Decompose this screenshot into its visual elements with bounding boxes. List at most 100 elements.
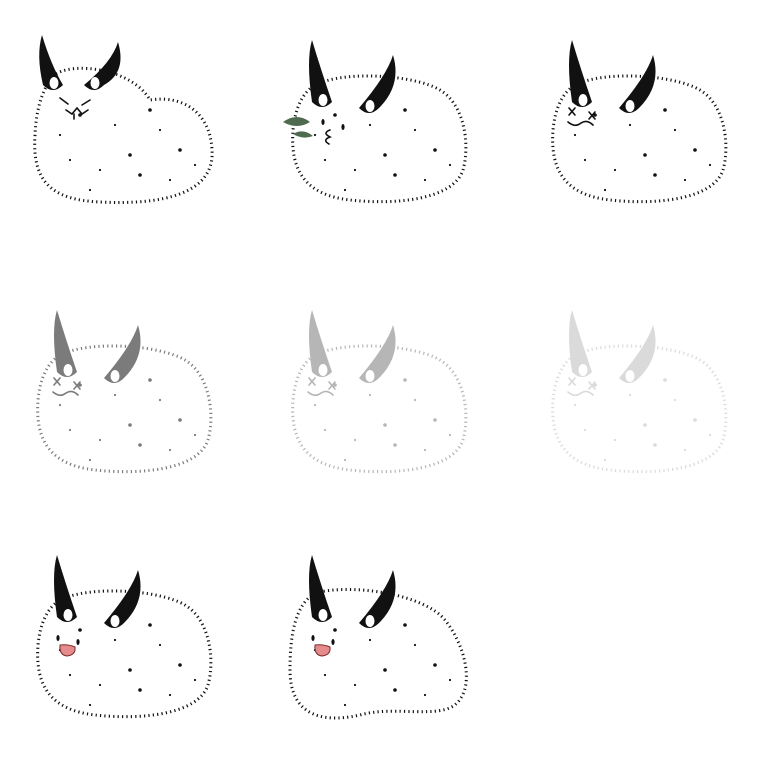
fur-speck: [68, 673, 72, 677]
fur-speck: [138, 688, 142, 692]
wavy-mouth: [567, 390, 594, 397]
fur-speck: [88, 188, 92, 192]
bunny-face: [307, 377, 336, 397]
fur-speck: [433, 663, 437, 667]
frame-dizzy-fade-3: [535, 300, 735, 500]
frame-dizzy-fade-3-sprite: [551, 310, 728, 474]
bunny: [283, 40, 468, 204]
fur-speck: [403, 623, 407, 627]
fur-speck: [148, 378, 152, 382]
left-ear-shape: [54, 555, 77, 622]
bunny-face: [52, 377, 81, 397]
fur-speck: [148, 623, 152, 627]
fur-speck: [383, 668, 387, 672]
fur-speck: [333, 383, 337, 387]
fur-speck: [168, 448, 172, 452]
fur-specks: [573, 108, 712, 192]
fur-speck: [193, 678, 197, 682]
right-ear: [619, 55, 656, 113]
frame-munching-leaf-sprite: [283, 40, 468, 204]
fur-speck: [138, 443, 142, 447]
fur-speck: [583, 428, 587, 432]
fur-speck: [393, 443, 397, 447]
right-ear-inner: [365, 615, 375, 627]
fur-speck: [663, 378, 667, 382]
frame-munching-leaf: [275, 30, 475, 230]
fur-speck: [78, 628, 82, 632]
leaf: [283, 117, 313, 138]
fur-speck: [128, 668, 132, 672]
left-eye: [56, 635, 60, 641]
right-ear-inner: [625, 100, 635, 112]
fur-speck: [573, 133, 577, 137]
fur-specks: [313, 623, 452, 707]
fur-speck: [98, 683, 102, 687]
fur-specks: [58, 108, 197, 192]
right-ear-shape: [84, 42, 121, 90]
chewing-mouth: [324, 129, 332, 145]
leaf-piece: [293, 131, 313, 138]
left-ear-inner: [578, 94, 588, 106]
right-ear-shape: [359, 55, 396, 113]
fur-speck: [693, 148, 697, 152]
frame-dizzy-fade-2: [275, 300, 475, 500]
fur-speck: [383, 153, 387, 157]
fur-speck: [643, 423, 647, 427]
left-brow: [59, 97, 69, 105]
fur-speck: [448, 433, 452, 437]
bunny: [36, 310, 213, 474]
right-ear: [359, 325, 396, 383]
left-ear-shape: [569, 310, 592, 377]
left-ear-shape: [39, 35, 63, 90]
right-ear-shape: [104, 570, 141, 628]
fur-speck: [413, 128, 417, 132]
fur-speck: [128, 153, 132, 157]
frame-happy-squish: [275, 545, 475, 745]
bunny: [551, 40, 728, 204]
bunny: [33, 35, 214, 204]
right-ear: [84, 42, 121, 90]
fur-speck: [98, 168, 102, 172]
fur-speck: [683, 178, 687, 182]
fur-speck: [628, 123, 632, 127]
bunny: [288, 555, 468, 720]
fur-speck: [393, 173, 397, 177]
right-eye: [341, 124, 345, 130]
left-x-eye: [53, 377, 61, 386]
fur-speck: [613, 168, 617, 172]
open-mouth: [59, 644, 76, 657]
right-ear-shape: [359, 570, 396, 628]
right-ear-shape: [359, 325, 396, 383]
right-ear-inner: [365, 100, 375, 112]
right-x-eye: [588, 111, 596, 120]
frame-grumpy-sprite: [33, 35, 214, 204]
right-ear: [359, 55, 396, 113]
bunny-face: [311, 635, 335, 657]
fur-speck: [693, 418, 697, 422]
left-ear-inner: [318, 609, 328, 621]
fur-speck: [603, 188, 607, 192]
right-ear-inner: [110, 615, 120, 627]
fur-speck: [323, 158, 327, 162]
fur-specks: [58, 378, 197, 462]
bunny: [291, 310, 468, 474]
fur-speck: [158, 398, 162, 402]
fur-speck: [628, 393, 632, 397]
bunny-face: [321, 119, 345, 145]
fur-speck: [343, 188, 347, 192]
frame-dizzy-fade-1-sprite: [36, 310, 213, 474]
left-ear-shape: [569, 40, 592, 107]
frame-happy-sprite: [36, 555, 213, 719]
frame-dizzy-fade-1: [20, 300, 220, 500]
left-ear: [309, 40, 332, 107]
left-ear: [39, 35, 63, 90]
fur-speck: [423, 178, 427, 182]
fur-speck: [403, 378, 407, 382]
bunny-face: [567, 377, 596, 397]
fur-speck: [78, 113, 82, 117]
fur-speck: [323, 428, 327, 432]
right-ear-inner: [110, 370, 120, 382]
left-ear: [569, 310, 592, 377]
right-eye: [331, 639, 335, 645]
